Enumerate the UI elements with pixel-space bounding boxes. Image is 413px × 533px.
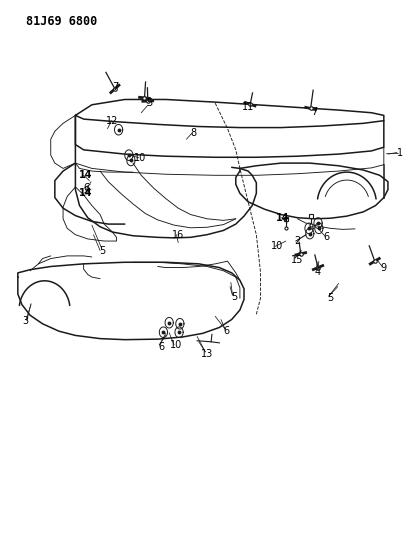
Text: 14: 14 (78, 171, 92, 180)
Text: 5: 5 (99, 246, 105, 256)
Text: 4: 4 (314, 267, 320, 277)
Text: 2: 2 (294, 236, 300, 246)
Text: 10: 10 (134, 153, 146, 163)
Text: 10: 10 (270, 241, 282, 252)
Text: 7: 7 (310, 107, 316, 117)
Text: 6: 6 (323, 232, 328, 243)
Text: 6: 6 (83, 183, 89, 193)
Text: 12: 12 (106, 116, 118, 126)
Text: 14: 14 (78, 188, 92, 198)
Text: 15: 15 (290, 255, 302, 265)
Text: 8: 8 (190, 128, 197, 138)
Text: 11: 11 (242, 102, 254, 112)
Text: 6: 6 (223, 326, 229, 336)
Text: 81J69 6800: 81J69 6800 (26, 14, 97, 28)
Text: 9: 9 (380, 263, 386, 272)
Text: 5: 5 (230, 292, 237, 302)
Text: 5: 5 (146, 98, 152, 108)
Text: 6: 6 (157, 342, 164, 352)
Text: 14: 14 (275, 213, 289, 223)
Text: 5: 5 (326, 293, 333, 303)
Text: 1: 1 (396, 148, 402, 158)
Text: 7: 7 (112, 82, 119, 92)
Text: 13: 13 (200, 349, 213, 359)
Text: 3: 3 (22, 316, 28, 326)
Text: 16: 16 (172, 230, 184, 240)
Text: 10: 10 (169, 340, 181, 350)
